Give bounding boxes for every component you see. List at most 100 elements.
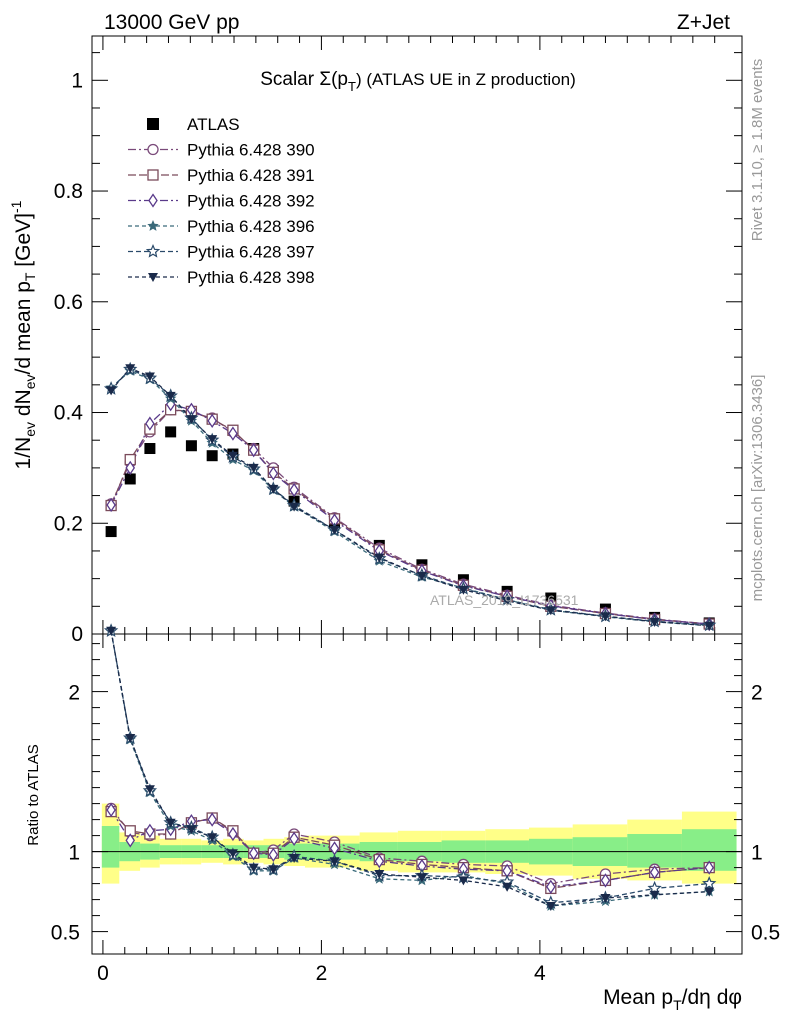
data-point	[185, 440, 197, 452]
data-point	[268, 484, 279, 494]
data-point	[145, 416, 155, 431]
data-point	[105, 526, 117, 538]
ratio-tick-label-left: 2	[68, 682, 80, 705]
data-point	[165, 818, 176, 828]
data-point	[248, 846, 259, 861]
data-point	[206, 450, 218, 462]
x-tick-label: 2	[316, 962, 328, 985]
data-point	[701, 876, 717, 890]
ratio-tick-label-right: 1	[751, 842, 763, 865]
data-point	[248, 463, 259, 473]
legend-label: Pythia 6.428 390	[187, 141, 315, 160]
ratio-tick-label-left: 0.5	[51, 922, 80, 945]
band-green	[627, 834, 682, 868]
band-green	[101, 826, 120, 868]
x-axis-label: Mean pT/dη dφ	[603, 986, 742, 1013]
ratio-frame	[91, 633, 743, 955]
legend: ATLAS Pythia 6.428 390 Pythia 6.428 391 Pyt…	[128, 115, 315, 287]
data-point	[106, 386, 117, 396]
data-point	[289, 502, 300, 512]
data-point	[186, 825, 197, 835]
data-point	[268, 865, 279, 875]
data-point	[600, 612, 611, 622]
data-point	[289, 831, 299, 846]
y-tick-label: 0.2	[54, 512, 83, 535]
series-line	[110, 370, 710, 627]
analysis-watermark: ATLAS_2019_I1736531	[430, 592, 579, 608]
process-label: Z+Jet	[677, 11, 730, 34]
data-point	[329, 857, 340, 867]
series-line	[110, 409, 710, 625]
data-point	[600, 894, 611, 903]
x-tick-label: 0	[97, 962, 109, 985]
ratio-tick-label-right: 0.5	[751, 922, 780, 945]
data-point	[147, 143, 159, 156]
data-point	[248, 863, 259, 873]
ratio-tick-label-right: 2	[751, 682, 763, 705]
data-point	[165, 426, 177, 438]
data-point	[545, 902, 556, 911]
data-point	[144, 785, 155, 795]
main-plot: 0 0.2 0.4 0.6 0.8 1	[54, 35, 743, 646]
data-point	[165, 391, 176, 401]
legend-label: Pythia 6.428 396	[187, 217, 315, 236]
data-point	[704, 887, 715, 897]
data-point	[125, 833, 136, 848]
data-point	[147, 118, 159, 130]
data-point	[227, 451, 238, 461]
energy-label: 13000 GeV pp	[104, 11, 239, 34]
x-tick-label: 4	[534, 962, 546, 985]
data-point	[125, 460, 136, 476]
ratio-axis-label: Ratio to ATLAS	[25, 744, 42, 845]
data-point	[289, 854, 300, 863]
y-tick-label: 0.8	[54, 180, 83, 203]
data-point	[207, 812, 217, 827]
rivet-label: Rivet 3.1.10, ≥ 1.8M events	[749, 59, 766, 242]
data-point	[329, 525, 340, 535]
data-point	[145, 243, 161, 258]
data-point	[268, 466, 279, 481]
data-point	[145, 823, 155, 838]
data-point	[228, 826, 238, 842]
data-point	[147, 220, 159, 231]
y-axis-label: 1/Nev dNev/d mean pT [GeV]-1	[8, 200, 38, 469]
data-point	[268, 847, 279, 862]
data-point	[125, 734, 136, 743]
legend-label: ATLAS	[187, 115, 240, 134]
data-point	[144, 443, 156, 455]
data-point	[502, 596, 513, 606]
data-point	[124, 473, 136, 485]
data-point	[416, 873, 427, 883]
series-line	[110, 409, 710, 625]
data-point	[649, 890, 660, 900]
data-point	[106, 802, 116, 818]
data-point	[600, 873, 611, 888]
data-point	[416, 571, 427, 581]
y-tick-label: 0.4	[54, 402, 84, 425]
data-point	[458, 876, 469, 886]
data-point	[704, 621, 715, 631]
legend-label: Pythia 6.428 392	[187, 192, 315, 211]
data-point	[546, 879, 556, 894]
data-point	[125, 364, 136, 374]
data-point	[458, 585, 469, 595]
data-point	[649, 865, 660, 880]
data-point	[374, 553, 385, 563]
series-line	[110, 367, 710, 627]
data-point	[502, 882, 513, 892]
legend-label: Pythia 6.428 391	[187, 166, 315, 185]
data-point	[147, 169, 159, 181]
ratio-plot: 0 2 4 0.5 0.5 1 1 2 2	[51, 623, 780, 985]
y-tick-label: 0.6	[54, 291, 83, 314]
data-point	[649, 617, 660, 627]
data-point	[704, 860, 715, 875]
data-point	[248, 442, 259, 458]
data-point	[207, 833, 218, 843]
series-line	[110, 403, 710, 625]
data-point	[106, 626, 117, 636]
data-point	[106, 497, 116, 513]
data-point	[374, 870, 385, 879]
data-point	[148, 273, 158, 282]
series-line	[110, 368, 710, 626]
data-point	[144, 372, 155, 382]
